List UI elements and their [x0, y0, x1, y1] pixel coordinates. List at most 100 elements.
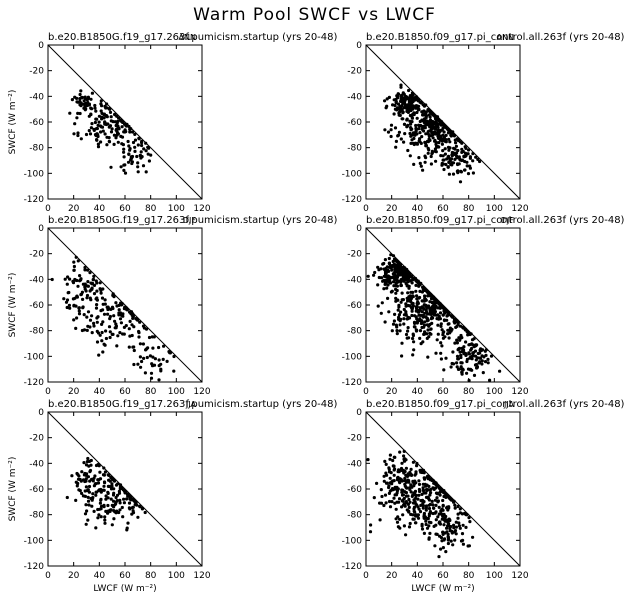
- scatter-point: [420, 135, 424, 139]
- scatter-point: [397, 305, 401, 309]
- scatter-point: [142, 356, 146, 360]
- scatter-point: [422, 109, 426, 113]
- scatter-point: [143, 371, 147, 375]
- scatter-point: [456, 504, 460, 509]
- scatter-point: [425, 119, 429, 123]
- scatter-point: [399, 106, 403, 110]
- x-tick-label: 100: [486, 387, 503, 397]
- scatter-point: [423, 330, 427, 334]
- scatter-point: [80, 95, 85, 100]
- scatter-point: [85, 315, 89, 319]
- scatter-point: [411, 301, 415, 306]
- scatter-point: [460, 512, 464, 516]
- scatter-point: [443, 519, 447, 523]
- scatter-point: [152, 363, 157, 367]
- x-tick-label: 40: [412, 204, 424, 214]
- scatter-point: [97, 464, 101, 468]
- scatter-point: [80, 290, 84, 294]
- y-tick-label: -40: [347, 92, 362, 102]
- scatter-point: [119, 321, 123, 325]
- scatter-point: [389, 128, 393, 132]
- scatter-point: [466, 330, 470, 334]
- scatter-point: [78, 97, 82, 101]
- y-tick-label: -40: [29, 275, 44, 285]
- scatter-point: [147, 159, 151, 163]
- scatter-point: [438, 522, 442, 526]
- scatter-point: [385, 104, 389, 108]
- scatter-point: [85, 98, 89, 102]
- scatter-point: [439, 357, 443, 361]
- x-tick-label: 80: [145, 204, 157, 214]
- scatter-point: [446, 494, 450, 498]
- scatter-point: [114, 136, 118, 140]
- scatter-point: [438, 317, 442, 321]
- scatter-point: [397, 468, 401, 472]
- scatter-point: [404, 473, 408, 477]
- scatter-point: [89, 463, 93, 467]
- panel-subtitle: b.e20.B1850G.f19_g17.263f.pumicism.start…: [48, 32, 338, 43]
- scatter-point: [102, 484, 106, 488]
- scatter-point: [461, 523, 465, 527]
- scatter-point: [444, 140, 448, 144]
- scatter-point: [411, 480, 415, 484]
- scatter-points: [366, 253, 502, 383]
- scatter-point: [396, 515, 400, 519]
- scatter-point: [414, 126, 418, 130]
- scatter-point: [125, 528, 129, 532]
- scatter-point: [118, 501, 122, 505]
- scatter-point: [144, 348, 148, 352]
- scatter-point: [467, 544, 471, 548]
- scatter-point: [136, 143, 140, 147]
- scatter-point: [110, 482, 114, 486]
- scatter-point: [427, 524, 431, 528]
- scatter-point: [456, 512, 460, 516]
- scatter-point: [109, 307, 113, 311]
- scatter-point: [123, 489, 127, 493]
- scatter-point: [376, 265, 380, 269]
- scatter-point: [82, 102, 86, 106]
- scatter-point: [400, 117, 404, 121]
- scatter-point: [433, 149, 437, 153]
- scatter-point: [153, 357, 157, 361]
- scatter-point: [465, 164, 469, 168]
- scatter-panel: b.e20.B1850.f09_g17.pi_control.all.263f …: [342, 399, 625, 594]
- scatter-point: [451, 350, 455, 354]
- scatter-point: [73, 122, 77, 126]
- scatter-point: [398, 319, 402, 323]
- scatter-point: [118, 483, 123, 487]
- y-tick-label: 0: [38, 408, 44, 418]
- scatter-point: [116, 127, 120, 131]
- scatter-point: [93, 103, 97, 108]
- scatter-point: [415, 297, 419, 301]
- scatter-point: [418, 317, 422, 321]
- scatter-point: [50, 277, 54, 282]
- scatter-point: [424, 310, 429, 314]
- scatter-point: [434, 304, 438, 308]
- scatter-point: [136, 161, 140, 165]
- scatter-point: [110, 305, 115, 309]
- scatter-point: [157, 345, 161, 350]
- scatter-point: [72, 132, 76, 136]
- scatter-point: [383, 269, 388, 273]
- scatter-point: [407, 88, 411, 93]
- scatter-point: [391, 322, 396, 326]
- scatter-point: [456, 367, 461, 371]
- x-tick-label: 120: [193, 571, 210, 581]
- scatter-point: [465, 359, 469, 364]
- scatter-point: [127, 124, 131, 129]
- scatter-point: [438, 311, 443, 315]
- scatter-point: [412, 484, 416, 488]
- scatter-point: [62, 297, 66, 301]
- scatter-point: [119, 301, 123, 305]
- scatter-point: [417, 104, 421, 108]
- scatter-point: [463, 145, 467, 149]
- panel-subtitle: b.e20.B1850G.f19_g17.263f.pumicism.start…: [48, 399, 338, 410]
- panel-subtitle: b.e20.B1850.f09_g17.pi_control.all.263f …: [366, 215, 625, 226]
- scatter-point: [424, 143, 428, 147]
- scatter-point: [95, 320, 99, 324]
- scatter-point: [423, 476, 427, 480]
- scatter-point: [402, 471, 406, 475]
- scatter-point: [451, 543, 455, 547]
- scatter-point: [101, 350, 105, 354]
- scatter-point: [119, 119, 123, 123]
